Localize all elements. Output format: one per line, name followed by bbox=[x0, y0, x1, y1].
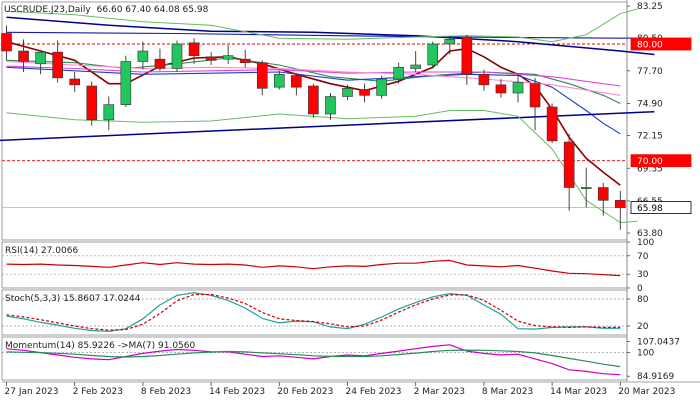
candle-body-23 bbox=[393, 67, 404, 80]
indicator-1-series-1 bbox=[6, 293, 621, 331]
price-badge-label-1: 70.00 bbox=[637, 157, 663, 167]
candle-body-26 bbox=[444, 39, 456, 45]
candle-body-4 bbox=[69, 78, 80, 86]
candle-body-19 bbox=[325, 96, 336, 115]
momentum-label: Momentum(14) 85.9226 ->MA(7) 91.0560 bbox=[5, 341, 196, 351]
overlay-line-9 bbox=[6, 110, 638, 223]
candle-body-3 bbox=[52, 51, 63, 79]
candle-body-32 bbox=[546, 106, 558, 142]
candle-body-27 bbox=[461, 36, 473, 75]
indicator-0-tick-label-0: 100 bbox=[637, 238, 654, 248]
candle-body-0 bbox=[1, 33, 12, 52]
overlay-line-6 bbox=[6, 31, 655, 39]
overlay-line-5 bbox=[6, 16, 655, 56]
candle-body-1 bbox=[18, 50, 29, 62]
indicator-0-tick-label-1: 70 bbox=[637, 252, 649, 262]
candle-body-31 bbox=[529, 83, 541, 108]
time-tick-label-6: 2 Mar 2023 bbox=[414, 387, 465, 397]
time-tick-label-1: 2 Feb 2023 bbox=[73, 387, 123, 397]
time-tick-label-2: 8 Feb 2023 bbox=[141, 387, 191, 397]
candle-body-14 bbox=[239, 58, 251, 63]
overlay-line-8 bbox=[6, 8, 638, 43]
indicator-2-tick-label-1: 100 bbox=[637, 349, 654, 359]
candle-body-18 bbox=[308, 85, 319, 115]
indicator-0-tick-label-3: 0 bbox=[637, 284, 643, 294]
candle-body-33 bbox=[563, 141, 575, 188]
candle-body-6 bbox=[103, 104, 115, 121]
indicator-1-tick-label-0: 80 bbox=[637, 295, 649, 305]
time-tick-label-4: 20 Feb 2023 bbox=[277, 387, 333, 397]
time-tick-label-8: 14 Mar 2023 bbox=[550, 387, 607, 397]
candle-body-8 bbox=[137, 50, 149, 62]
candle-body-34 bbox=[580, 187, 592, 189]
price-tick-label-7: 63.80 bbox=[637, 229, 663, 239]
candle-body-28 bbox=[478, 74, 490, 86]
time-tick-label-0: 27 Jan 2023 bbox=[5, 387, 59, 397]
candle-body-11 bbox=[188, 42, 200, 56]
indicator-1-tick-label-1: 20 bbox=[637, 322, 649, 332]
chart-header: USCRUDE.J23,Daily 66.60 67.40 64.08 65.98 bbox=[4, 5, 209, 15]
stoch-label: Stoch(5,3,3) 15.8607 17.0244 bbox=[5, 294, 141, 304]
time-tick-label-9: 20 Mar 2023 bbox=[618, 387, 675, 397]
indicator-2-tick-label-0: 107.0437 bbox=[637, 338, 680, 348]
candle-body-2 bbox=[35, 51, 46, 65]
price-tick-label-4: 72.15 bbox=[637, 132, 663, 142]
rsi-label: RSI(14) 27.0066 bbox=[5, 246, 78, 256]
candle-body-36 bbox=[614, 200, 626, 208]
price-tick-label-5: 69.35 bbox=[637, 164, 663, 174]
candle-body-9 bbox=[154, 58, 166, 69]
candle-body-21 bbox=[359, 89, 370, 96]
candle-body-25 bbox=[427, 43, 439, 66]
overlay-line-7 bbox=[0, 110, 655, 142]
indicator-0-tick-label-2: 30 bbox=[637, 270, 649, 280]
price-tick-label-2: 77.70 bbox=[637, 67, 663, 77]
candle-body-13 bbox=[222, 55, 234, 60]
price-badge-0 bbox=[630, 37, 692, 51]
indicator-0-series-0 bbox=[6, 259, 621, 277]
overlay-line-2 bbox=[6, 66, 621, 135]
time-tick-label-5: 24 Feb 2023 bbox=[346, 387, 402, 397]
candle-body-5 bbox=[86, 85, 98, 121]
time-tick-label-7: 8 Mar 2023 bbox=[482, 387, 533, 397]
price-badge-1 bbox=[630, 154, 692, 168]
price-tick-label-3: 74.90 bbox=[637, 100, 663, 110]
chart-symbol: USCRUDE.J23,Daily bbox=[4, 5, 91, 15]
candle-body-12 bbox=[205, 56, 217, 61]
candle-body-15 bbox=[256, 62, 268, 89]
chart-ohlc: 66.60 67.40 64.08 65.98 bbox=[97, 5, 209, 15]
candle-body-17 bbox=[291, 75, 302, 88]
candle-body-29 bbox=[495, 84, 507, 94]
price-badge-label-2: 65.98 bbox=[637, 204, 663, 214]
candle-body-10 bbox=[171, 43, 183, 69]
candle-body-24 bbox=[410, 64, 422, 69]
candle-body-30 bbox=[512, 82, 524, 94]
indicator-2-series-0 bbox=[6, 344, 621, 376]
candle-body-7 bbox=[120, 61, 132, 105]
indicator-2-tick-label-2: 84.9169 bbox=[637, 372, 674, 382]
candle-body-22 bbox=[376, 78, 387, 96]
candle-body-16 bbox=[273, 74, 285, 88]
price-badge-2 bbox=[630, 201, 692, 214]
price-badge-label-0: 80.00 bbox=[637, 41, 663, 51]
candle-body-35 bbox=[597, 187, 609, 201]
price-tick-label-0: 83.25 bbox=[637, 2, 663, 12]
candle-body-20 bbox=[342, 88, 353, 97]
indicator-2-series-1 bbox=[6, 349, 621, 368]
time-tick-label-3: 14 Feb 2023 bbox=[209, 387, 265, 397]
